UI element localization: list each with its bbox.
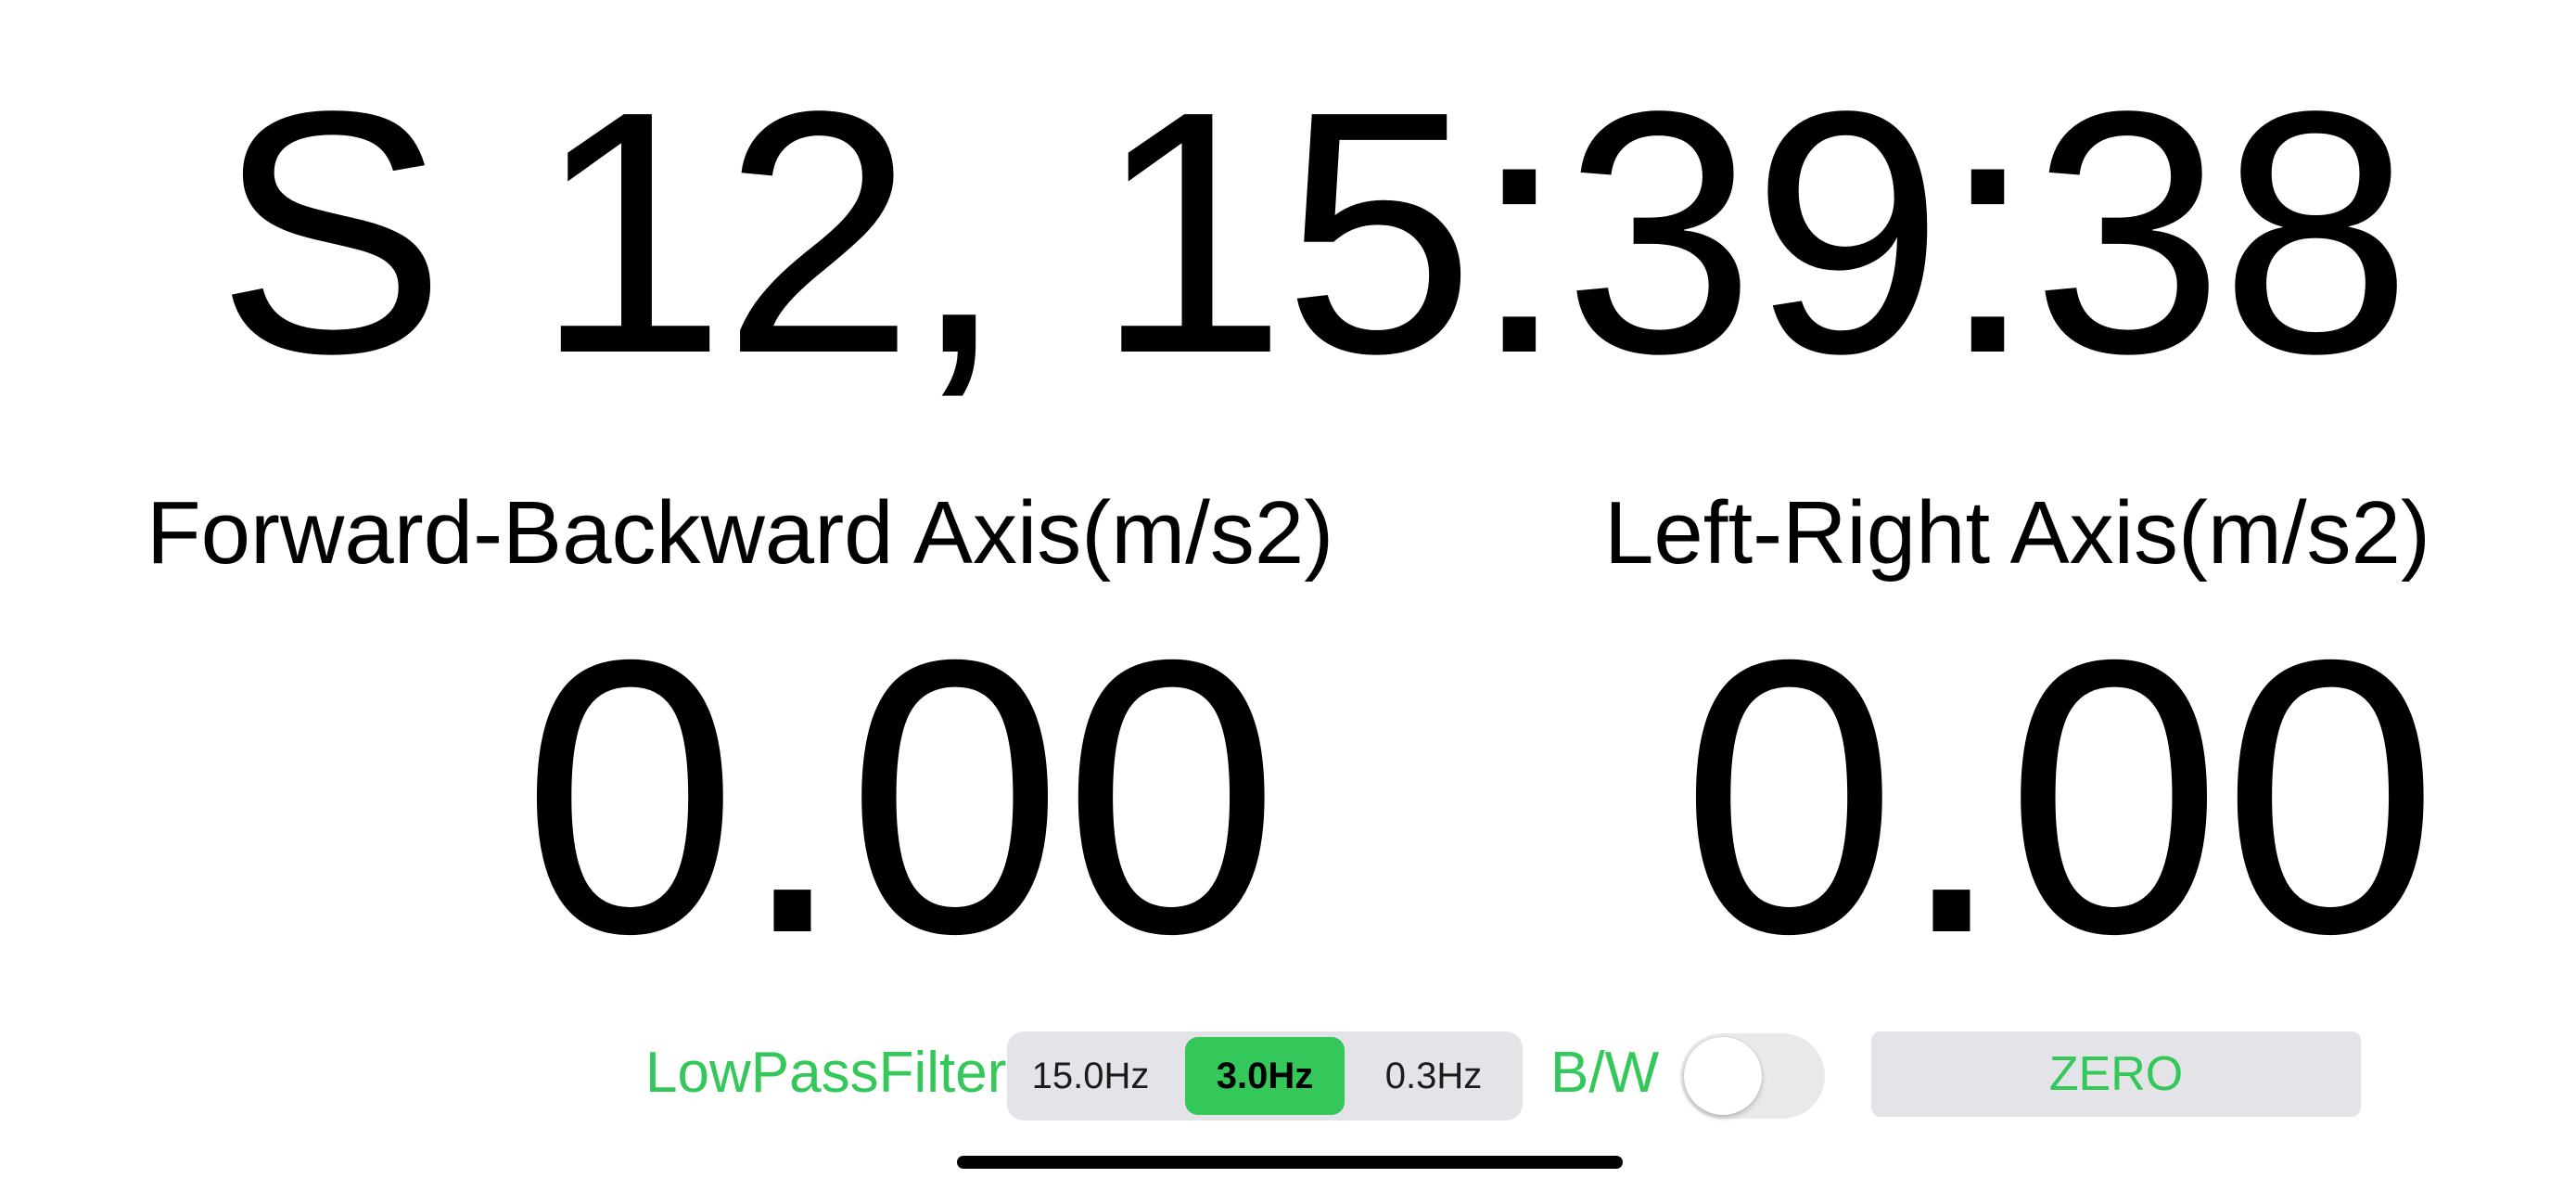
lowpass-filter-label: LowPassFilter (645, 1041, 1007, 1105)
filter-option-0-3hz[interactable]: 0.3Hz (1384, 1056, 1483, 1096)
filter-option-3hz-selected[interactable]: 3.0Hz (1185, 1037, 1345, 1115)
home-indicator[interactable] (957, 1156, 1623, 1169)
toggle-knob (1684, 1037, 1762, 1115)
forward-backward-axis-label: Forward-Backward Axis(m/s2) (147, 483, 1334, 583)
left-right-axis-label: Left-Right Axis(m/s2) (1604, 483, 2430, 583)
control-bar: LowPassFilter 15.0Hz 3.0Hz 0.3Hz B/W ZER… (0, 1028, 2576, 1121)
datetime-display: S 12, 15:39:38 (216, 39, 2412, 425)
left-right-axis-value: 0.00 (1680, 580, 2439, 1015)
bw-label: B/W (1550, 1041, 1660, 1105)
filter-option-15hz[interactable]: 15.0Hz (1031, 1056, 1150, 1096)
bw-toggle[interactable] (1680, 1033, 1825, 1119)
lowpass-filter-segmented-control[interactable]: 15.0Hz 3.0Hz 0.3Hz (1007, 1031, 1523, 1121)
zero-button[interactable]: ZERO (1871, 1031, 2361, 1117)
forward-backward-axis-value: 0.00 (521, 580, 1280, 1015)
